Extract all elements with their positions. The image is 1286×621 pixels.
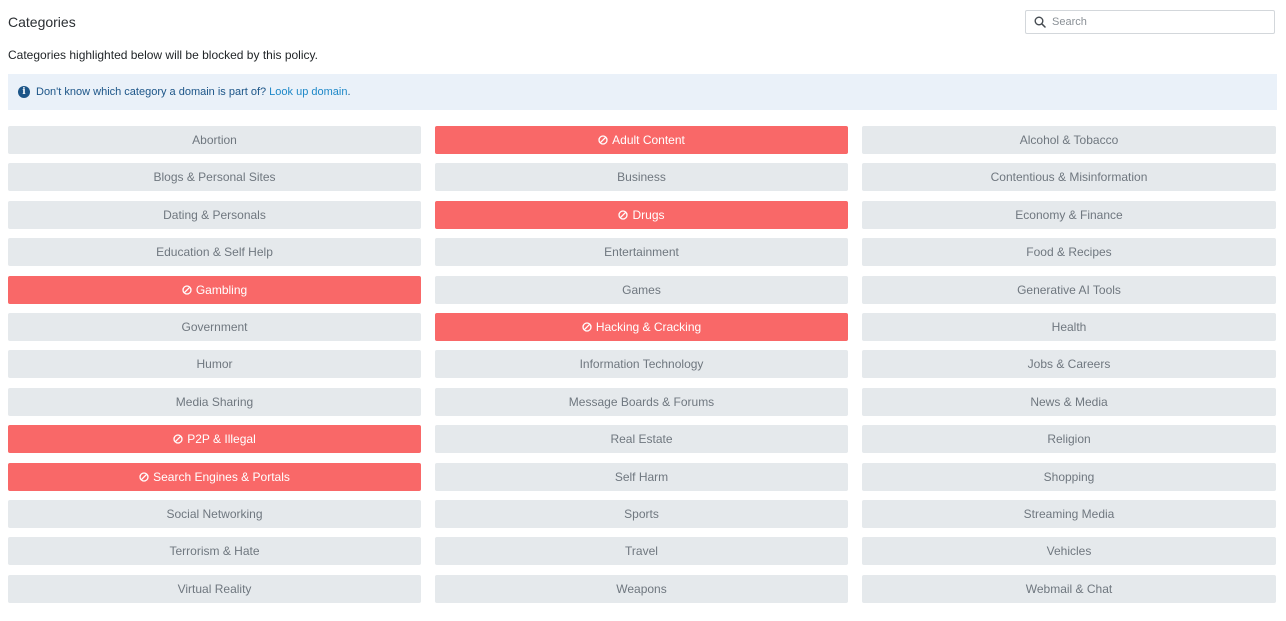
category-label: P2P & Illegal — [187, 432, 256, 447]
category-tile[interactable]: Travel — [435, 537, 848, 566]
category-label: Health — [1051, 319, 1087, 334]
category-label: Vehicles — [1046, 544, 1092, 559]
look-up-domain-link[interactable]: Look up domain — [269, 86, 348, 98]
category-tile[interactable]: Government — [8, 312, 421, 341]
category-tile[interactable]: Drugs — [435, 200, 848, 229]
category-label: Games — [622, 282, 661, 297]
category-label: Dating & Personals — [163, 207, 266, 222]
category-label: Religion — [1047, 432, 1091, 447]
category-label: Business — [617, 170, 666, 185]
info-suffix: . — [347, 86, 351, 98]
category-label: Entertainment — [604, 245, 679, 260]
category-label: Contentious & Misinformation — [990, 170, 1148, 185]
category-label: Terrorism & Hate — [169, 544, 260, 559]
category-tile[interactable]: Business — [435, 163, 848, 192]
category-label: Social Networking — [166, 506, 263, 521]
category-tile[interactable]: Jobs & Careers — [862, 350, 1276, 379]
category-tile[interactable]: Social Networking — [8, 499, 421, 528]
block-icon — [618, 210, 629, 220]
category-label: Food & Recipes — [1026, 245, 1112, 260]
category-tile[interactable]: Gambling — [8, 275, 421, 304]
category-tile[interactable]: Webmail & Chat — [862, 574, 1276, 603]
category-tile[interactable]: Message Boards & Forums — [435, 387, 848, 416]
category-tile[interactable]: Weapons — [435, 574, 848, 603]
block-icon — [582, 322, 592, 332]
category-label: Sports — [624, 506, 659, 521]
category-label: Self Harm — [614, 469, 669, 484]
category-label: Blogs & Personal Sites — [153, 170, 276, 185]
block-icon — [182, 284, 192, 295]
category-label: Humor — [196, 357, 233, 372]
category-tile[interactable]: Real Estate — [435, 425, 848, 454]
category-label: Search Engines & Portals — [153, 469, 290, 484]
category-tile[interactable]: Self Harm — [435, 462, 848, 491]
category-tile[interactable]: Shopping — [862, 462, 1276, 491]
category-label: Government — [181, 319, 248, 334]
category-tile[interactable]: Streaming Media — [862, 499, 1276, 528]
category-label: Weapons — [616, 581, 667, 596]
category-tile[interactable]: Food & Recipes — [862, 238, 1276, 267]
category-tile[interactable]: Contentious & Misinformation — [862, 163, 1276, 192]
search-box[interactable] — [1025, 10, 1275, 34]
category-label: Education & Self Help — [156, 245, 273, 260]
category-tile[interactable]: Economy & Finance — [862, 200, 1276, 229]
block-icon — [173, 434, 183, 444]
category-label: Jobs & Careers — [1027, 357, 1111, 372]
category-tile[interactable]: Entertainment — [435, 238, 848, 267]
category-tile[interactable]: News & Media — [862, 387, 1276, 416]
block-icon — [598, 135, 608, 145]
category-tile[interactable]: Blogs & Personal Sites — [8, 163, 421, 192]
category-tile[interactable]: Adult Content — [435, 126, 848, 154]
category-tile[interactable]: Vehicles — [862, 537, 1276, 566]
category-label: Shopping — [1043, 469, 1095, 484]
category-label: Abortion — [192, 133, 237, 147]
category-label: Alcohol & Tobacco — [1019, 133, 1119, 147]
category-tile[interactable]: Generative AI Tools — [862, 275, 1276, 304]
category-label: Gambling — [195, 282, 248, 297]
category-tile[interactable]: Humor — [8, 350, 421, 379]
info-text: Don't know which category a domain is pa… — [36, 86, 267, 98]
category-tile[interactable]: Dating & Personals — [8, 200, 421, 229]
category-label: Media Sharing — [175, 394, 254, 409]
category-tile[interactable]: Education & Self Help — [8, 238, 421, 267]
block-icon — [139, 471, 149, 482]
info-icon: i — [18, 86, 30, 98]
category-label: Adult Content — [612, 133, 685, 147]
category-label: Information Technology — [579, 357, 704, 372]
info-banner: i Don't know which category a domain is … — [8, 74, 1277, 110]
category-tile[interactable]: P2P & Illegal — [8, 425, 421, 454]
policy-description: Categories highlighted below will be blo… — [8, 48, 318, 62]
category-label: Streaming Media — [1023, 506, 1115, 521]
category-tile[interactable]: Games — [435, 275, 848, 304]
category-tile[interactable]: Sports — [435, 499, 848, 528]
category-label: News & Media — [1030, 394, 1108, 409]
category-label: Travel — [625, 544, 658, 559]
category-tile[interactable]: Media Sharing — [8, 387, 421, 416]
category-tile[interactable]: Virtual Reality — [8, 574, 421, 603]
search-input[interactable] — [1048, 12, 1274, 32]
category-label: Hacking & Cracking — [595, 319, 702, 334]
category-label: Webmail & Chat — [1025, 581, 1113, 596]
category-label: Economy & Finance — [1015, 207, 1123, 222]
category-label: Real Estate — [610, 432, 673, 447]
category-tile[interactable]: Alcohol & Tobacco — [862, 126, 1276, 154]
category-tile[interactable]: Search Engines & Portals — [8, 462, 421, 491]
category-label: Virtual Reality — [177, 581, 252, 596]
category-tile[interactable]: Religion — [862, 425, 1276, 454]
search-icon — [1032, 14, 1048, 30]
category-label: Drugs — [632, 207, 665, 222]
category-tile[interactable]: Hacking & Cracking — [435, 312, 848, 341]
category-tile[interactable]: Information Technology — [435, 350, 848, 379]
category-tile[interactable]: Abortion — [8, 126, 421, 154]
category-grid: Abortion Adult Content Alcohol & Tobacco Bl… — [8, 126, 1277, 603]
category-tile[interactable]: Health — [862, 312, 1276, 341]
category-label: Message Boards & Forums — [568, 394, 715, 409]
category-label: Generative AI Tools — [1017, 282, 1121, 297]
category-tile[interactable]: Terrorism & Hate — [8, 537, 421, 566]
page-title: Categories — [8, 14, 76, 30]
